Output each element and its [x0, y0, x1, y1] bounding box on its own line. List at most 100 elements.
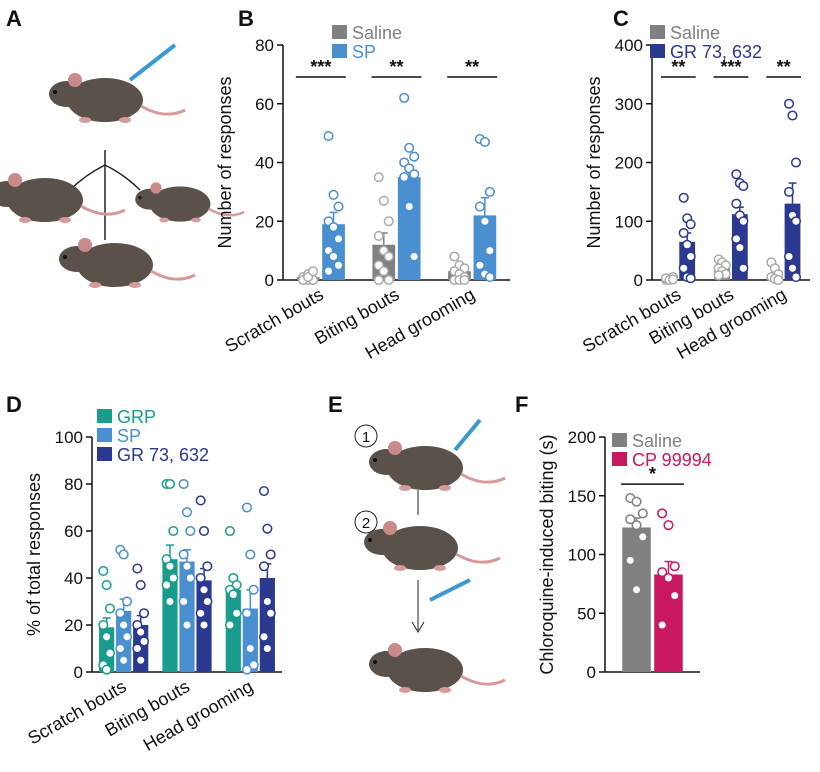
data-point — [657, 508, 668, 519]
data-point — [685, 273, 696, 284]
legend-label: GR 73, 632 — [670, 42, 762, 62]
y-tick-label: 40 — [64, 569, 83, 588]
data-point — [787, 110, 798, 121]
bar — [242, 608, 258, 672]
panel-letter: C — [613, 6, 629, 31]
y-tick-label: 40 — [255, 154, 274, 173]
data-point — [404, 201, 415, 212]
significance-label: ** — [671, 57, 685, 77]
data-point — [783, 251, 795, 262]
data-point — [333, 233, 344, 244]
data-point — [631, 584, 642, 595]
data-point — [713, 270, 724, 281]
data-point — [118, 655, 129, 666]
data-point — [409, 169, 420, 180]
data-point — [308, 266, 319, 277]
y-tick-label: 0 — [265, 271, 274, 290]
y-tick-label: 0 — [74, 663, 83, 682]
y-tick-label: 400 — [615, 36, 643, 55]
y-tick-label: 50 — [577, 604, 596, 623]
data-point — [682, 239, 693, 250]
data-point — [333, 201, 344, 212]
data-point — [323, 266, 334, 277]
data-point — [399, 172, 410, 183]
data-point — [333, 260, 344, 271]
legend-swatch — [612, 452, 627, 466]
significance-label: ** — [777, 57, 791, 77]
y-axis-label: Chloroquine-induced biting (s) — [537, 434, 557, 674]
data-point — [248, 659, 259, 671]
data-point — [258, 631, 270, 642]
data-point — [262, 596, 273, 607]
data-point — [663, 520, 674, 531]
data-point — [667, 274, 679, 285]
data-point — [678, 192, 689, 203]
data-point — [474, 260, 485, 271]
data-point — [115, 608, 126, 619]
data-point — [738, 216, 749, 227]
y-tick-label: 60 — [255, 95, 274, 114]
data-point — [181, 619, 193, 631]
data-point — [98, 619, 109, 631]
data-point — [637, 508, 648, 519]
data-point — [224, 619, 236, 631]
y-tick-label: 0 — [587, 663, 596, 682]
x-tick-label: Head grooming — [140, 676, 257, 755]
legend-label: CP 99994 — [632, 450, 712, 470]
data-point — [241, 502, 253, 513]
legend-label: Saline — [670, 23, 720, 43]
data-point — [181, 561, 193, 572]
y-tick-label: 60 — [64, 522, 83, 541]
legend-swatch — [332, 44, 347, 58]
data-point — [399, 92, 410, 103]
legend-label: GR 73, 632 — [117, 445, 209, 465]
data-point — [373, 230, 384, 241]
data-point — [685, 251, 696, 262]
y-tick-label: 100 — [615, 212, 643, 231]
data-point — [625, 514, 636, 525]
y-axis-label: % of total responses — [24, 473, 44, 636]
panel-letter: F — [515, 392, 528, 417]
data-point — [178, 549, 189, 560]
data-point — [138, 608, 150, 619]
data-point — [479, 216, 490, 227]
y-tick-label: 200 — [568, 428, 596, 447]
data-point — [138, 636, 150, 647]
y-tick-label: 80 — [255, 36, 274, 55]
data-point — [685, 219, 696, 230]
legend-swatch — [97, 428, 112, 442]
data-point — [132, 643, 143, 654]
data-point — [731, 198, 742, 209]
data-point — [373, 274, 384, 286]
y-tick-label: 300 — [615, 95, 643, 114]
data-point — [198, 619, 210, 631]
data-point — [164, 478, 176, 490]
data-point — [185, 525, 196, 537]
data-point — [132, 563, 143, 574]
data-point — [383, 216, 394, 227]
data-point — [178, 478, 189, 490]
data-point — [195, 572, 206, 584]
data-point — [484, 186, 495, 197]
data-point — [738, 263, 749, 274]
data-point — [484, 272, 495, 283]
legend-label: Saline — [632, 431, 682, 451]
y-axis-label: Number of responses — [215, 76, 235, 248]
data-point — [328, 222, 339, 233]
y-tick-label: 150 — [568, 487, 596, 506]
data-point — [265, 549, 276, 560]
significance-label: * — [649, 464, 656, 484]
data-point — [228, 589, 239, 600]
step-number: 1 — [362, 429, 370, 446]
data-point — [783, 98, 795, 109]
data-point — [669, 590, 680, 601]
y-tick-label: 100 — [568, 546, 596, 565]
panel-a-illustration: A — [0, 6, 246, 290]
data-point — [121, 631, 133, 642]
legend-swatch — [332, 25, 347, 39]
data-point — [181, 507, 193, 518]
data-point — [241, 664, 253, 675]
bar — [259, 578, 275, 672]
data-point — [678, 263, 689, 274]
data-point — [202, 561, 213, 572]
